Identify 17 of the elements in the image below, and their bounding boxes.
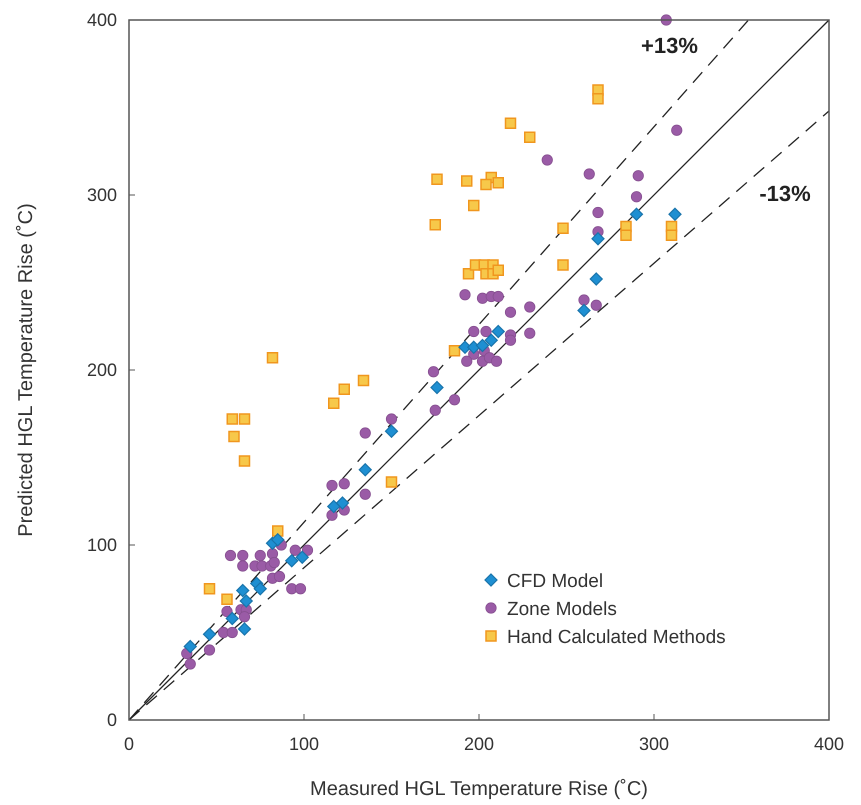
annotation: +13% — [641, 33, 698, 58]
y-tick-label: 200 — [86, 360, 117, 380]
y-tick-label: 400 — [86, 10, 117, 30]
y-tick-label: 0 — [106, 710, 117, 730]
x-tick-label: 300 — [638, 734, 670, 754]
legend-label: Zone Models — [507, 599, 617, 620]
x-tick-label: 0 — [124, 734, 134, 754]
legend-label: CFD Model — [507, 571, 604, 592]
legend-label: Hand Calculated Methods — [507, 627, 726, 648]
y-tick-label: 100 — [86, 535, 117, 555]
x-tick-label: 400 — [814, 734, 844, 754]
x-tick-label: 200 — [464, 734, 494, 754]
x-tick-label: 100 — [288, 734, 320, 754]
annotation: -13% — [759, 181, 811, 206]
y-tick-label: 300 — [86, 185, 117, 205]
y-axis-title: Predicted HGL Temperature Rise (˚C) — [15, 203, 37, 537]
x-axis-title: Measured HGL Temperature Rise (˚C) — [310, 778, 648, 800]
